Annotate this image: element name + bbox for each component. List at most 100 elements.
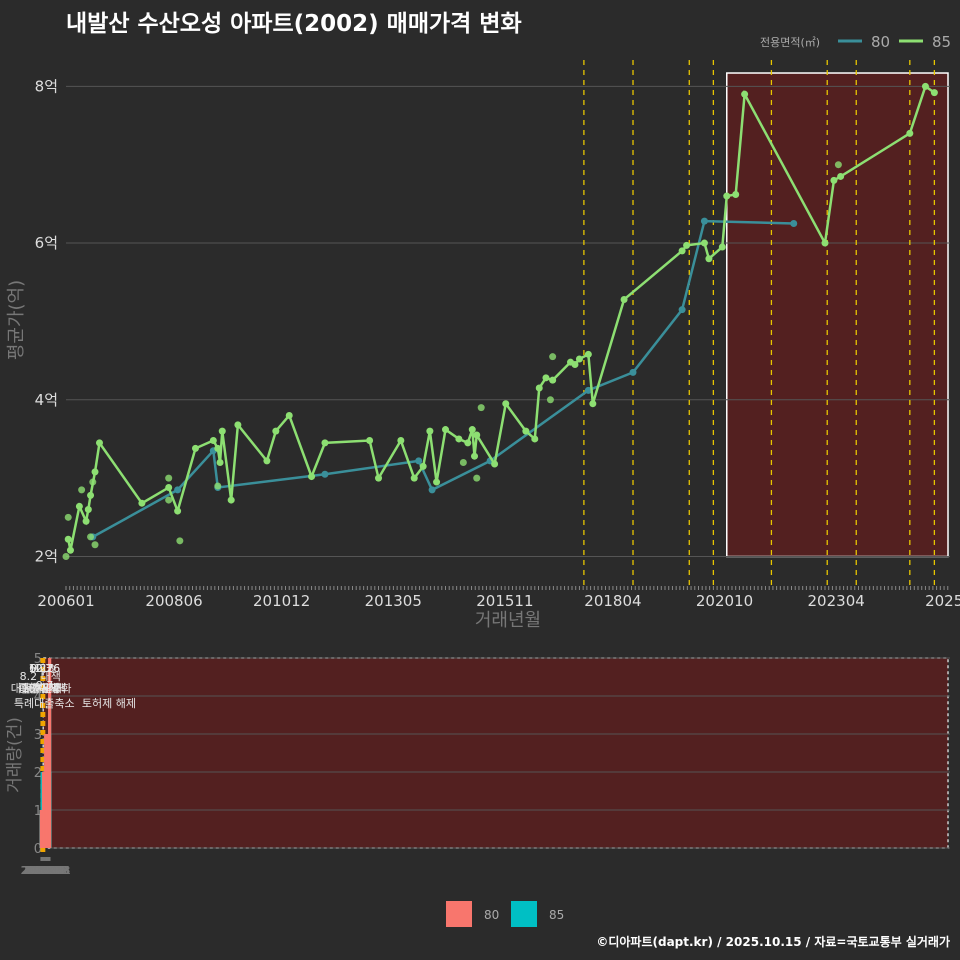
bar-80 (44, 734, 48, 848)
data-point-85 (491, 460, 499, 468)
policy-annotation: 대출규제 (19, 682, 59, 695)
data-point-85 (683, 241, 691, 249)
x-tick-label: 202010 (696, 592, 753, 610)
y-tick-label-bottom: 2 (34, 766, 42, 781)
data-point-85 (410, 474, 418, 482)
y-tick-label-bottom: 0 (34, 842, 42, 857)
data-point-80 (678, 306, 686, 314)
policy-annotation: 9.7 (36, 679, 54, 692)
data-point-85 (459, 458, 467, 466)
data-point-85 (531, 435, 539, 443)
data-point-85 (535, 384, 543, 392)
bar-80 (39, 810, 43, 848)
x-tick-label-bottom: 201012 (27, 864, 69, 877)
data-point-85 (91, 468, 99, 476)
data-point-85 (571, 361, 579, 369)
data-point-85 (830, 176, 838, 184)
x-tick-label-bottom: 200703 (28, 864, 70, 877)
data-point-85 (165, 474, 173, 482)
data-point-85 (308, 473, 316, 481)
data-point-80 (700, 217, 708, 225)
data-point-80 (428, 486, 436, 494)
x-tick-label: 202304 (808, 592, 865, 610)
legend-swatch-bar-80 (446, 901, 472, 927)
x-axis-label: 거래년월 (475, 610, 541, 631)
data-point-85 (321, 439, 329, 447)
y-axis-label: 평균가(억) (6, 280, 27, 360)
policy-annotation: 대출규제강화 (11, 682, 72, 695)
x-tick-label: 200806 (145, 592, 202, 610)
y-tick-label: 6억 (35, 234, 58, 252)
data-point-85 (165, 496, 173, 504)
data-point-85 (87, 533, 95, 541)
x-tick-label-bottom: 202407 (21, 864, 63, 877)
data-point-85 (441, 426, 449, 434)
data-point-85 (834, 161, 842, 169)
x-tick-label-bottom: 202010 (22, 864, 64, 877)
data-point-85 (84, 505, 92, 513)
bar-80 (46, 772, 50, 848)
data-point-85 (66, 546, 74, 554)
data-point-85 (584, 350, 592, 358)
data-point-85 (620, 295, 628, 303)
data-point-80 (321, 470, 329, 478)
data-point-85 (419, 462, 427, 470)
data-point-85 (216, 458, 224, 466)
x-tick-label: 201511 (476, 592, 533, 610)
y-tick-label: 4억 (35, 391, 58, 409)
data-point-80 (415, 457, 423, 465)
data-point-85 (575, 355, 583, 363)
data-point-85 (502, 400, 510, 408)
data-point-85 (589, 400, 597, 408)
legend-label-bar-80: 80 (484, 908, 499, 922)
data-point-85 (209, 437, 217, 445)
data-point-85 (82, 517, 90, 525)
data-point-85 (705, 255, 713, 263)
y-tick-label: 2억 (35, 547, 58, 565)
data-point-85 (75, 502, 83, 510)
policy-annotation: 8.2 대책 (20, 670, 61, 683)
x-tick-label: 201012 (253, 592, 310, 610)
data-point-85 (921, 82, 929, 90)
data-point-85 (62, 552, 70, 560)
data-point-85 (138, 499, 146, 507)
data-point-85 (433, 478, 441, 486)
data-point-85 (732, 190, 740, 198)
data-point-85 (700, 239, 708, 247)
y-axis-label-bottom: 거래량(건) (5, 717, 25, 793)
data-point-85 (723, 192, 731, 200)
data-point-85 (837, 172, 845, 180)
data-point-85 (263, 457, 271, 465)
x-tick-label-bottom: 201408 (25, 864, 67, 877)
data-point-85 (522, 427, 530, 435)
x-tick-label-bottom: 200909 (27, 864, 69, 877)
page-title: 내발산 수산오성 아파트(2002) 매매가격 변화 (66, 11, 522, 37)
data-point-85 (464, 439, 472, 447)
data-point-85 (218, 427, 226, 435)
y-tick-label-bottom: 3 (34, 728, 42, 743)
data-point-85 (366, 437, 374, 445)
data-point-85 (375, 474, 383, 482)
data-point-80 (629, 368, 637, 376)
legend-label-bar-85: 85 (549, 908, 564, 922)
policy-annotation: 9.13 (30, 662, 54, 675)
legend-title: 전용면적(㎡) (760, 36, 820, 49)
x-tick-label: 201804 (584, 592, 641, 610)
data-point-85 (191, 444, 199, 452)
x-tick-label: 2025 (925, 592, 960, 610)
data-point-85 (214, 482, 222, 490)
y-tick-label: 8억 (35, 77, 58, 95)
x-tick-label-bottom: 201305 (26, 864, 68, 877)
x-tick-label-bottom: 2025 (27, 864, 55, 877)
data-point-85 (234, 421, 242, 429)
data-point-85 (285, 411, 293, 419)
data-point-85 (741, 90, 749, 98)
data-point-85 (821, 239, 829, 247)
x-tick-label-bottom: 201907 (23, 864, 65, 877)
x-tick-label-bottom: 201701 (24, 864, 66, 877)
footer-credit: ©디아파트(dapt.kr) / 2025.10.15 / 자료=국토교통부 실… (596, 935, 950, 949)
policy-annotation: 18차대책 (22, 682, 66, 695)
data-point-85 (906, 129, 914, 137)
x-tick-label-bottom: 201202 (26, 864, 68, 877)
